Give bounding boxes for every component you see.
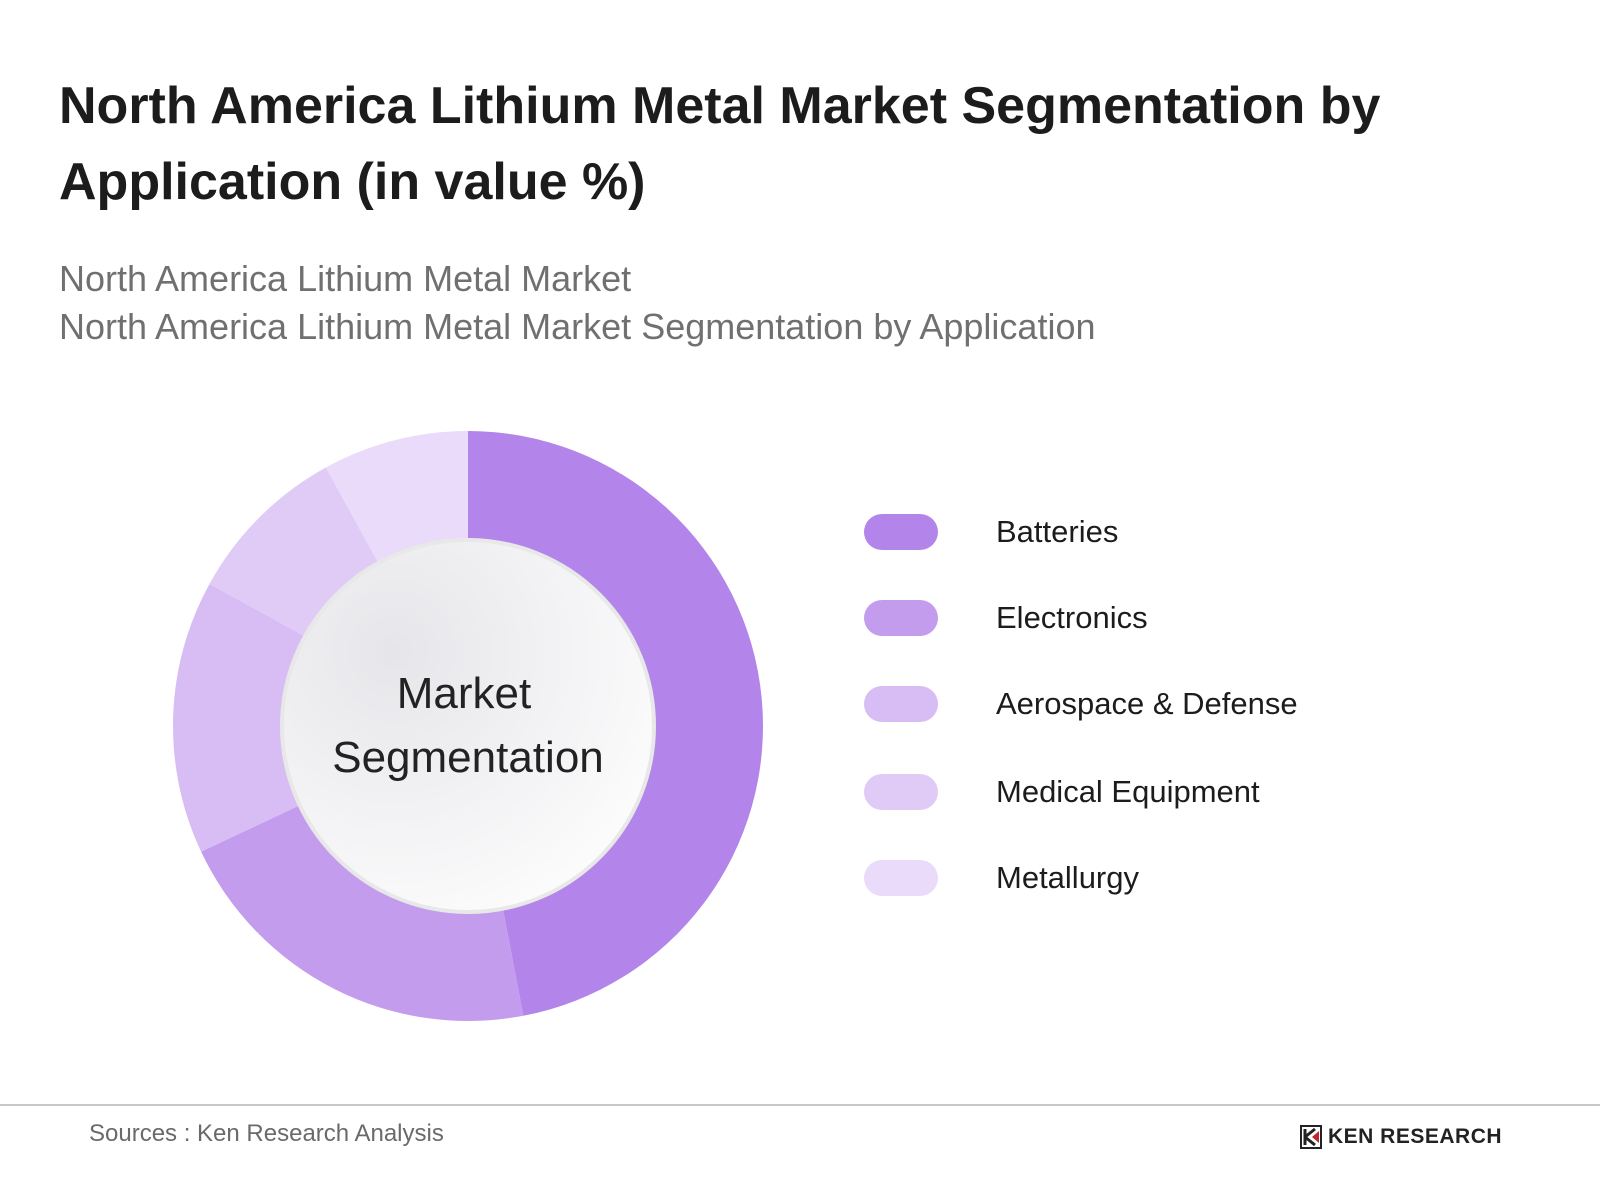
legend-item-electronics: Electronics	[864, 598, 1464, 638]
center-circle	[280, 538, 656, 914]
legend-swatch	[864, 860, 938, 896]
subtitle-market: North America Lithium Metal Market	[59, 258, 632, 299]
legend-item-aerospace-defense: Aerospace & Defense	[864, 684, 1464, 724]
legend-item-medical-equipment: Medical Equipment	[864, 772, 1464, 812]
subtitle-segmentation: North America Lithium Metal Market Segme…	[59, 306, 1096, 347]
legend-label: Electronics	[996, 600, 1148, 635]
legend-label: Batteries	[996, 514, 1119, 549]
source-note: Sources : Ken Research Analysis	[89, 1120, 444, 1147]
center-label-line-1: Market	[397, 669, 531, 718]
footer-divider	[0, 1104, 1600, 1106]
legend-label: Metallurgy	[996, 860, 1139, 895]
center-label-line-2: Segmentation	[332, 733, 604, 782]
legend-label: Aerospace & Defense	[996, 686, 1298, 721]
legend-swatch	[864, 774, 938, 810]
legend-item-batteries: Batteries	[864, 512, 1464, 552]
slice-electronics	[201, 789, 524, 1021]
logo-text: KEN RESEARCH	[1328, 1125, 1503, 1148]
ken-research-logo: KEN RESEARCH	[1300, 1125, 1502, 1149]
legend-swatch	[864, 514, 938, 550]
legend-swatch	[864, 686, 938, 722]
legend-label: Medical Equipment	[996, 774, 1260, 809]
legend-swatch	[864, 600, 938, 636]
ken-logo-icon	[1300, 1125, 1322, 1149]
donut-chart: Market Segmentation	[173, 431, 763, 1021]
chart-title: North America Lithium Metal Market Segme…	[59, 77, 1381, 211]
legend-item-metallurgy: Metallurgy	[864, 858, 1464, 898]
